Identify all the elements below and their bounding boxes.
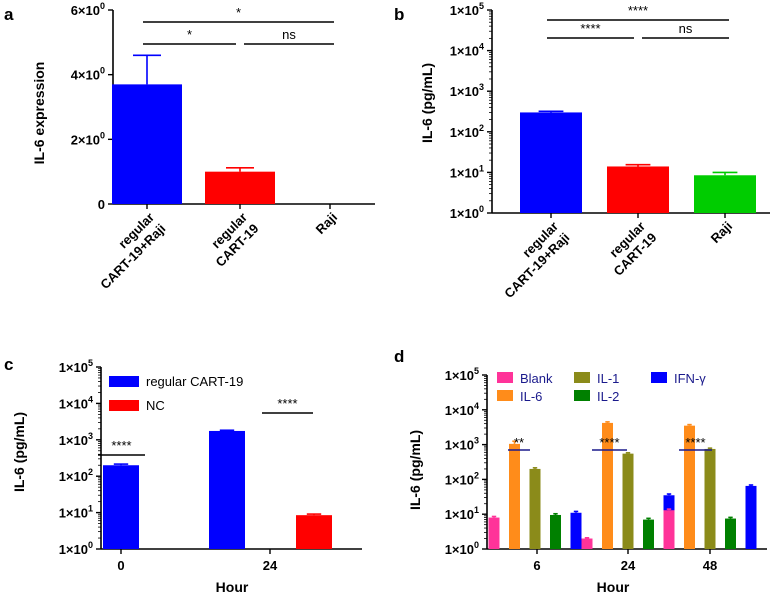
- panel-a-bars: regularCART-19+Raji regularCART-19 Raji * * n…: [86, 5, 340, 292]
- panel-b-ytick-label: 1×100: [450, 204, 484, 221]
- panel-d-ytick-label: 1×103: [445, 436, 479, 453]
- panel-d-bar-il-6: [509, 443, 520, 549]
- panel-b-bar: [520, 112, 582, 213]
- panel-d-xtick-label: 24: [621, 558, 636, 573]
- panel-d-ytick-label: 1×102: [445, 470, 479, 487]
- panel-label-c: c: [4, 355, 13, 374]
- panel-a-category-label: Raji: [313, 210, 340, 237]
- panel-d-legend-swatch: [651, 372, 667, 383]
- panel-b-bar: [607, 166, 669, 213]
- panel-d-ytick-label: 1×101: [445, 505, 479, 522]
- panel-d-legend-swatch: [574, 390, 590, 401]
- panel-c-legend-label: regular CART-19: [146, 374, 243, 389]
- panel-b-ytick-label: 1×105: [450, 1, 484, 18]
- panel-d-legend-label: IL-1: [597, 371, 619, 386]
- panel-d-legend-label: IL-6: [520, 389, 542, 404]
- panel-d-significance-label: **: [514, 435, 524, 450]
- panel-b-bar: [694, 175, 756, 213]
- panel-a-ytick-label: 0: [98, 197, 105, 212]
- panel-a-significance-label: *: [236, 5, 241, 20]
- panel-d-legend-label: IL-2: [597, 389, 619, 404]
- panel-a-ytick-label: 6×100: [71, 1, 105, 18]
- panel-d-legend-label: IFN-γ: [674, 371, 706, 386]
- panel-c-bars: 0 24 **** ****: [98, 396, 332, 573]
- panel-d-significance-label: ****: [685, 435, 705, 450]
- panel-b-significance-label: ns: [679, 21, 693, 36]
- panel-d-bar-il-1: [529, 468, 541, 549]
- panel-d-bars: 6 24 48** **** ****: [488, 421, 757, 573]
- panel-a-bar: [112, 84, 182, 204]
- panel-c-legend-swatch: [109, 400, 139, 411]
- panel-b-ytick-label: 1×104: [450, 42, 484, 59]
- panel-c-legend-swatch: [109, 376, 139, 387]
- panel-c-xtick-label: 0: [117, 558, 124, 573]
- panel-d-bar-il-2: [550, 514, 561, 549]
- panel-label-d: d: [394, 347, 404, 366]
- panel-b-category-label: regularCART-19+Raji: [490, 219, 572, 301]
- panel-d-xtick-label: 48: [703, 558, 717, 573]
- panel-d-significance-label: ****: [599, 435, 619, 450]
- panel-d-xlabel: Hour: [597, 579, 630, 595]
- panel-b-ytick-label: 1×102: [450, 123, 484, 140]
- panel-a-category-label: regularCART-19: [201, 210, 261, 270]
- panel-a-category-label: regularCART-19+Raji: [86, 210, 168, 292]
- panel-c-ytick-label: 1×100: [59, 540, 93, 557]
- panel-d-legend: Blank IL-6 IL-1 IL-2 IFN-γ: [497, 371, 706, 404]
- panel-d-xtick-label: 6: [533, 558, 540, 573]
- panel-a-ylabel: IL-6 expression: [31, 62, 47, 165]
- panel-label-b: b: [394, 5, 404, 24]
- panel-c-ylabel: IL-6 (pg/mL): [11, 412, 27, 492]
- panel-c-ytick-label: 1×104: [59, 394, 93, 411]
- panel-d-legend-label: Blank: [520, 371, 553, 386]
- panel-d-ytick-label: 1×105: [445, 366, 479, 383]
- panel-d-bar-il-6: [684, 425, 695, 549]
- panel-b-category-label: Raji: [708, 219, 735, 246]
- panel-d-bar-blank: [488, 517, 500, 549]
- panel-c-legend-label: NC: [146, 398, 165, 413]
- panel-b-axes: 1×100 1×101 1×102 1×103 1×104 1×105: [450, 1, 770, 221]
- panel-a-ytick-label: 2×100: [71, 130, 105, 147]
- panel-d-bar-ifn-: [570, 512, 582, 549]
- panel-d-bar-il-2: [643, 519, 654, 549]
- panel-c-xtick-label: 24: [263, 558, 278, 573]
- panel-c-ytick-label: 1×105: [59, 358, 93, 375]
- panel-d-bar-il-2: [725, 518, 736, 549]
- panel-b-significance-label: ****: [580, 21, 600, 36]
- panel-d-bar-il-6: [602, 422, 613, 549]
- panel-a-significance-label: *: [187, 27, 192, 42]
- panel-c-ytick-label: 1×103: [59, 431, 93, 448]
- panel-d-legend-swatch: [497, 390, 513, 401]
- panel-d-bar-il-1: [704, 448, 716, 549]
- panel-a-bar: [205, 171, 275, 204]
- panel-d-legend-swatch: [497, 372, 513, 383]
- panel-d-bar-blank: [663, 510, 675, 549]
- panel-c-significance-label: ****: [111, 438, 131, 453]
- panel-b-bars: regularCART-19+Raji regularCART-19 Raji ***…: [490, 3, 756, 301]
- panel-c-xlabel: Hour: [216, 579, 249, 595]
- panel-d-legend-swatch: [574, 372, 590, 383]
- panel-d-ytick-label: 1×104: [445, 401, 479, 418]
- panel-d-bar-blank: [581, 538, 593, 549]
- panel-c-ytick-label: 1×101: [59, 504, 93, 521]
- panel-b-significance-label: ****: [628, 3, 648, 18]
- panel-c-ytick-label: 1×102: [59, 467, 93, 484]
- panel-d-bar-il-1: [622, 453, 634, 549]
- panel-b-ytick-label: 1×101: [450, 163, 484, 180]
- panel-c-significance-label: ****: [277, 396, 297, 411]
- panel-label-a: a: [4, 5, 14, 24]
- panel-b-ylabel: IL-6 (pg/mL): [419, 63, 435, 143]
- panel-b-category-label: regularCART-19: [599, 219, 659, 279]
- panel-d-ytick-label: 1×100: [445, 540, 479, 557]
- panel-c-legend: regular CART-19 NC: [109, 374, 243, 413]
- panel-a-ytick-label: 4×100: [71, 66, 105, 83]
- panel-d-ylabel: IL-6 (pg/mL): [407, 430, 423, 510]
- panel-c-bar-nc: [296, 515, 332, 549]
- panel-a-significance-label: ns: [282, 27, 296, 42]
- panel-c-bar-regular-cart-19: [103, 465, 139, 549]
- panel-d-bar-ifn-: [745, 485, 757, 549]
- panel-b-ytick-label: 1×103: [450, 82, 484, 99]
- panel-c-bar-regular-cart-19: [209, 430, 245, 549]
